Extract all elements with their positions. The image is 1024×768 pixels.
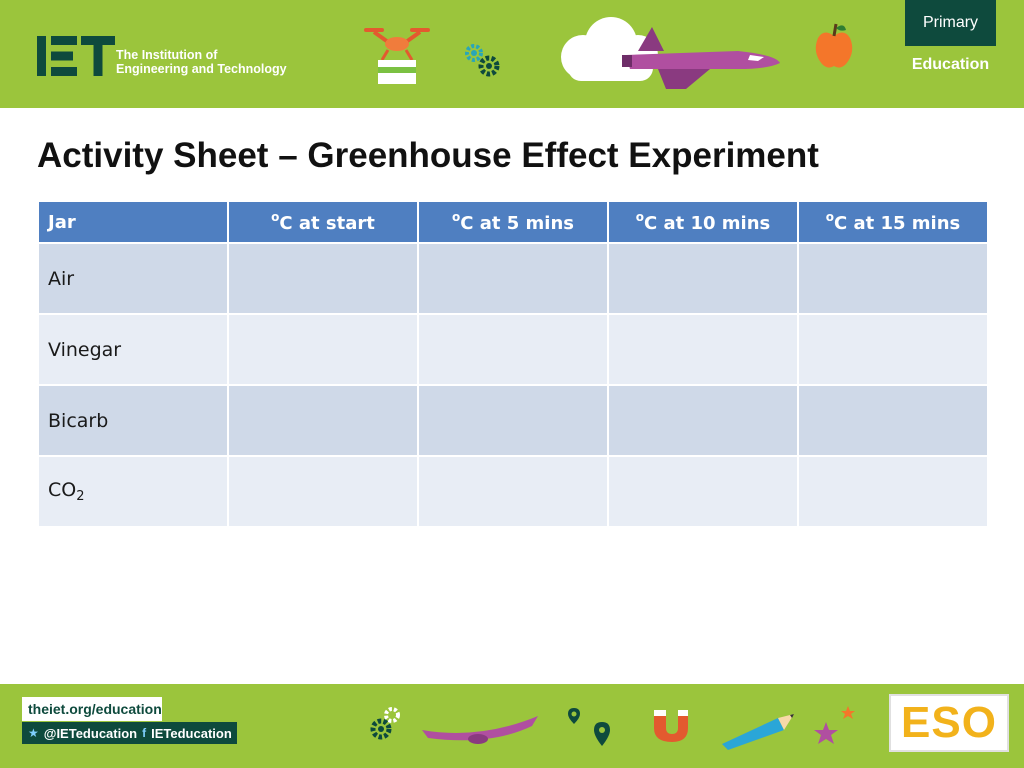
temperature-cell[interactable] [417, 384, 609, 457]
header-temp-10-mins: oC at 10 mins [607, 200, 799, 244]
eso-badge: ESO [889, 694, 1009, 752]
jar-label: Air [48, 267, 75, 290]
table-header-row: Jar oC at start oC at 5 mins oC at 10 mi… [37, 200, 989, 244]
primary-badge: Primary [905, 0, 996, 46]
gears-icon [465, 44, 500, 77]
magnet-icon [654, 710, 688, 742]
temperature-cell[interactable] [797, 384, 989, 457]
institution-name-line1: The Institution of [116, 48, 218, 62]
temperature-cell[interactable] [227, 242, 419, 315]
degree-unit: o [452, 210, 461, 224]
degree-unit: o [271, 210, 280, 224]
space-shuttle-icon [622, 27, 780, 89]
page-title: Activity Sheet – Greenhouse Effect Exper… [37, 136, 819, 175]
degree-unit: o [825, 210, 834, 224]
results-table: Jar oC at start oC at 5 mins oC at 10 mi… [37, 200, 989, 528]
subscript-2: 2 [76, 489, 85, 504]
temperature-cell[interactable] [417, 313, 609, 386]
institution-name: The Institution of Engineering and Techn… [116, 48, 287, 76]
temperature-cell[interactable] [607, 455, 799, 528]
table-row: Air [37, 242, 989, 315]
twitter-handle[interactable]: @IETeducation [43, 725, 138, 741]
pencil-icon [722, 714, 794, 750]
institution-name-line2: Engineering and Technology [116, 62, 287, 76]
jar-label: Bicarb [48, 409, 109, 432]
drone-icon [364, 28, 430, 84]
plane-icon [422, 716, 538, 744]
header-temp-start: oC at start [227, 200, 419, 244]
social-links: ★ @IETeducation f IETeducation [22, 722, 237, 744]
top-banner [0, 0, 1024, 108]
facebook-icon: f [142, 726, 147, 740]
header-temp-5-mins-label: C at 5 mins [460, 213, 574, 234]
jar-label-cell: Bicarb [37, 384, 229, 457]
header-temp-15-mins: oC at 15 mins [797, 200, 989, 244]
header-temp-10-mins-label: C at 10 mins [643, 213, 771, 234]
temperature-cell[interactable] [227, 313, 419, 386]
table-row: Vinegar [37, 313, 989, 386]
gears-icon [370, 707, 400, 740]
temperature-cell[interactable] [607, 313, 799, 386]
header-jar: Jar [37, 200, 229, 244]
temperature-cell[interactable] [607, 384, 799, 457]
iet-logo [37, 36, 115, 76]
jar-label: Vinegar [48, 338, 122, 361]
facebook-handle[interactable]: IETeducation [151, 725, 232, 741]
apple-icon [815, 23, 853, 68]
degree-unit: o [635, 210, 644, 224]
twitter-icon: ★ [28, 726, 39, 740]
temperature-cell[interactable] [417, 455, 609, 528]
temperature-cell[interactable] [797, 455, 989, 528]
temperature-cell[interactable] [607, 242, 799, 315]
jar-label-cell: Air [37, 242, 229, 315]
temperature-cell[interactable] [797, 313, 989, 386]
header-temp-15-mins-label: C at 15 mins [833, 213, 961, 234]
table-row: Bicarb [37, 384, 989, 457]
education-badge: Education [911, 56, 990, 73]
table-row: CO2 [37, 455, 989, 528]
temperature-cell[interactable] [797, 242, 989, 315]
jar-label: CO [48, 479, 77, 501]
header-jar-label: Jar [48, 211, 76, 233]
stars-icon [814, 706, 855, 744]
header-temp-start-label: C at start [279, 213, 375, 234]
temperature-cell[interactable] [417, 242, 609, 315]
temperature-cell[interactable] [227, 455, 419, 528]
jar-label-cell: Vinegar [37, 313, 229, 386]
website-link[interactable]: theiet.org/education [22, 697, 162, 721]
jar-label-cell: CO2 [37, 455, 229, 528]
map-pin-icon [568, 708, 610, 746]
header-temp-5-mins: oC at 5 mins [417, 200, 609, 244]
temperature-cell[interactable] [227, 384, 419, 457]
